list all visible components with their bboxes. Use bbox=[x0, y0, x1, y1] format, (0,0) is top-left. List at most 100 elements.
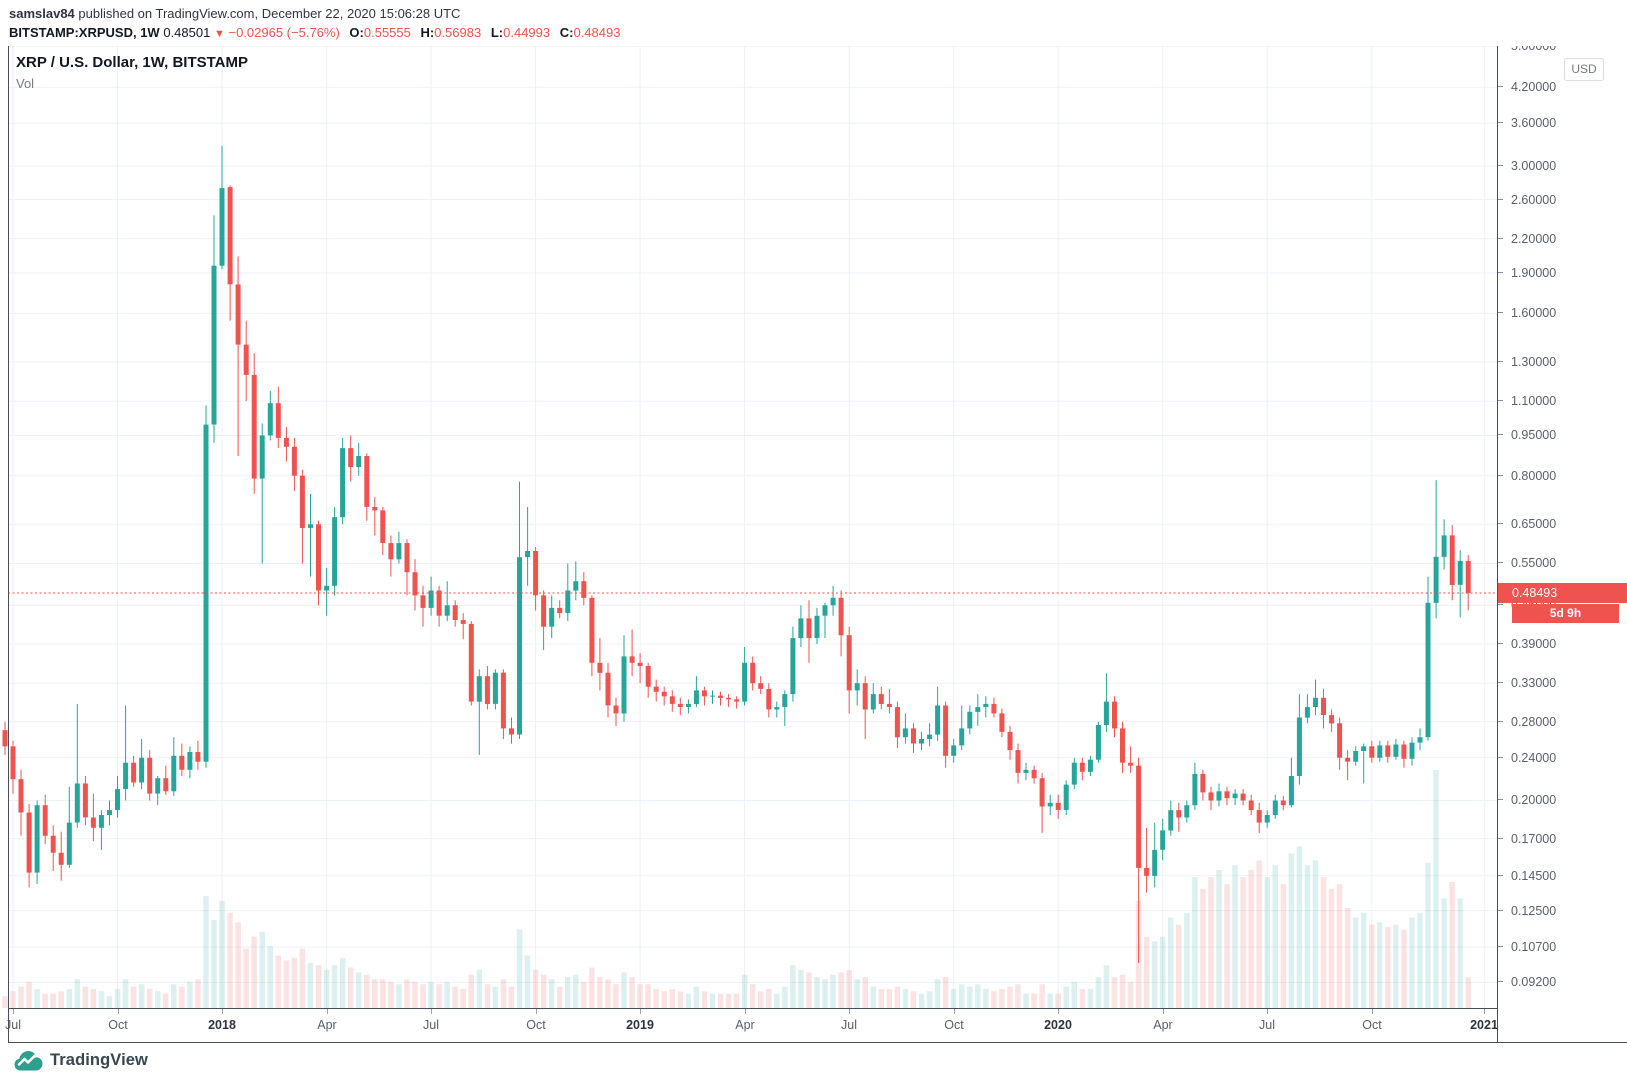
candle-body-down bbox=[1337, 723, 1343, 758]
candle-body-up bbox=[1457, 560, 1463, 585]
time-axis[interactable]: Jul Oct 2018 Apr Jul Oct 2019 Apr Jul Oct 2020 Apr J… bbox=[0, 1009, 1498, 1042]
candle-body-down bbox=[806, 618, 812, 639]
candle-body-up bbox=[492, 672, 498, 704]
candle-body-up bbox=[919, 739, 924, 744]
price-tick-mark bbox=[1498, 681, 1503, 683]
price-tick-mark bbox=[1498, 642, 1503, 644]
volume-bar bbox=[1272, 865, 1278, 1008]
candle-body-up bbox=[219, 188, 225, 266]
volume-bar bbox=[959, 984, 965, 1008]
volume-bar bbox=[195, 979, 201, 1008]
volume-bar bbox=[894, 986, 901, 1008]
candle-body-up bbox=[1095, 725, 1101, 760]
volume-bar bbox=[1143, 936, 1150, 1008]
candle-body-down bbox=[316, 524, 321, 591]
ticker-last-price: 0.48501 bbox=[163, 25, 211, 40]
candle-body-up bbox=[267, 403, 273, 436]
price-tick-label: 2.20000 bbox=[1498, 231, 1556, 247]
volume-bar bbox=[926, 991, 933, 1008]
candle-body-down bbox=[509, 728, 514, 735]
chart-plot-area[interactable]: XRP / U.S. Dollar, 1W, BITSTAMP Vol bbox=[0, 46, 1497, 1008]
time-tick-label: Apr bbox=[1153, 1018, 1173, 1032]
candle-body-down bbox=[500, 672, 506, 729]
tradingview-logo[interactable]: TradingView bbox=[14, 1050, 148, 1071]
volume-bar bbox=[565, 977, 571, 1008]
candle-body-up bbox=[1168, 810, 1174, 831]
candle-body-down bbox=[58, 852, 64, 865]
candle-body-up bbox=[710, 695, 715, 697]
volume-bar bbox=[1031, 993, 1037, 1008]
price-tick-label: 0.14500 bbox=[1498, 868, 1556, 884]
candle-body-down bbox=[1144, 867, 1150, 876]
volume-bar bbox=[1288, 853, 1295, 1008]
candle-body-up bbox=[798, 618, 804, 639]
volume-bar bbox=[1047, 993, 1053, 1008]
candle-body-up bbox=[34, 805, 40, 873]
volume-bar bbox=[1304, 865, 1311, 1008]
candle-body-down bbox=[26, 812, 32, 873]
price-axis[interactable]: USD 5.00000 4.20000 3.60000 3.00000 2.60000 2… bbox=[1498, 46, 1627, 1042]
volume-bar bbox=[548, 979, 555, 1008]
candle-body-up bbox=[444, 605, 450, 616]
candle-body-down bbox=[2, 730, 8, 747]
candle-body-down bbox=[1224, 791, 1230, 799]
currency-toggle-button[interactable]: USD bbox=[1564, 58, 1604, 81]
time-tick-mark bbox=[222, 1009, 223, 1014]
time-tick-mark bbox=[1484, 1009, 1485, 1014]
price-tick-mark bbox=[1498, 360, 1503, 362]
candlestick-chart[interactable] bbox=[0, 46, 1497, 1008]
candle-body-down bbox=[629, 656, 635, 663]
candle-body-up bbox=[332, 517, 338, 586]
candle-body-down bbox=[878, 694, 884, 704]
volume-bar bbox=[492, 986, 499, 1008]
price-tick-mark bbox=[1498, 874, 1503, 876]
time-tick-label: Jul bbox=[5, 1018, 21, 1032]
volume-bar bbox=[540, 974, 547, 1008]
candle-body-down bbox=[846, 635, 852, 691]
time-tick-label: Oct bbox=[526, 1018, 546, 1032]
volume-bar bbox=[886, 989, 893, 1008]
volume-bar bbox=[1248, 870, 1254, 1008]
candle-body-down bbox=[372, 507, 378, 511]
volume-bar bbox=[396, 984, 402, 1008]
candle-body-down bbox=[1031, 769, 1037, 779]
candle-body-down bbox=[886, 703, 892, 707]
candle-body-down bbox=[235, 284, 241, 345]
candle-body-up bbox=[1063, 784, 1069, 810]
price-tick-label: 0.95000 bbox=[1498, 427, 1556, 443]
volume-bar bbox=[1111, 977, 1118, 1008]
volume-bar bbox=[854, 979, 860, 1008]
volume-bar bbox=[1063, 986, 1069, 1008]
volume-bar bbox=[283, 960, 290, 1008]
candle-body-down bbox=[364, 456, 370, 507]
candle-body-up bbox=[107, 810, 112, 815]
volume-bar bbox=[685, 993, 692, 1008]
candle-body-up bbox=[1393, 744, 1399, 757]
price-tick-label: 0.10700 bbox=[1498, 939, 1556, 955]
candle-body-down bbox=[436, 590, 442, 616]
price-tick-label: 0.65000 bbox=[1498, 516, 1556, 532]
last-price-label: 0.48493 bbox=[1498, 583, 1627, 603]
candle-body-up bbox=[308, 524, 313, 528]
candle-body-up bbox=[854, 683, 860, 691]
volume-bar bbox=[1457, 898, 1463, 1008]
volume-bar bbox=[347, 967, 354, 1008]
volume-bar bbox=[766, 989, 772, 1008]
volume-bar bbox=[1103, 965, 1110, 1008]
volume-bar bbox=[412, 981, 418, 1008]
volume-bar bbox=[2, 996, 8, 1008]
ohlc-c-label: C: bbox=[559, 25, 574, 40]
volume-bar bbox=[1425, 862, 1431, 1008]
volume-bar bbox=[1417, 912, 1423, 1008]
candle-body-up bbox=[870, 694, 876, 710]
volume-bar bbox=[677, 991, 684, 1008]
candle-body-down bbox=[131, 762, 137, 783]
candle-body-down bbox=[677, 703, 683, 707]
candle-body-down bbox=[1321, 697, 1326, 715]
candle-body-up bbox=[340, 448, 346, 518]
time-tick-mark bbox=[1058, 1009, 1059, 1014]
candle-body-down bbox=[468, 623, 474, 702]
time-tick-label: Jul bbox=[841, 1018, 857, 1032]
volume-bar bbox=[380, 979, 386, 1008]
volume-bar bbox=[1007, 986, 1013, 1008]
